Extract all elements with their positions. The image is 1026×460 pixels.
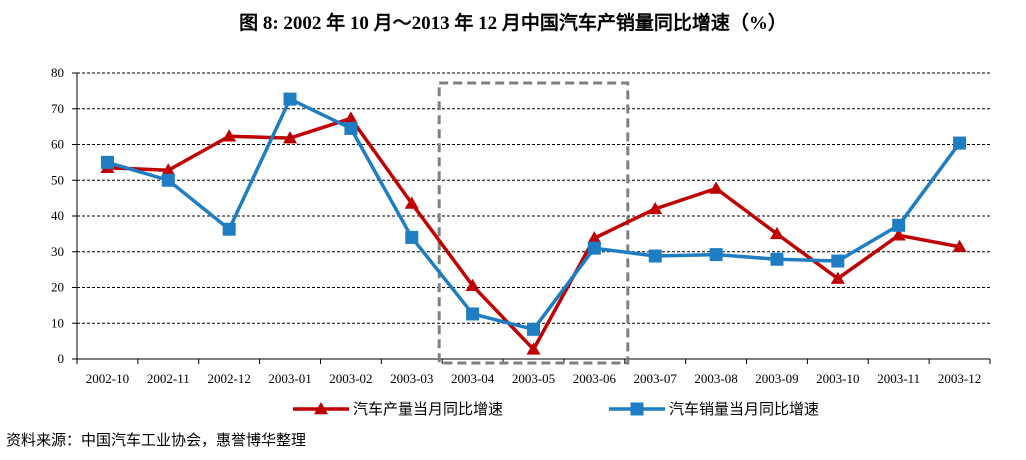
series-1: [100, 111, 967, 355]
x-tick-label: 2002-12: [207, 371, 250, 386]
x-tick-label: 2003-02: [329, 371, 372, 386]
data-point: [952, 239, 967, 252]
data-point: [222, 222, 236, 236]
data-point: [648, 249, 662, 263]
x-tick-label: 2003-01: [268, 371, 311, 386]
y-tick-label: 60: [51, 137, 64, 152]
x-tick-label: 2002-10: [86, 371, 129, 386]
data-point: [891, 228, 906, 241]
data-point: [527, 322, 540, 336]
data-point: [283, 131, 298, 144]
highlight-dashed-box: [437, 81, 630, 365]
data-point: [161, 163, 176, 176]
data-point: [283, 92, 297, 106]
data-point: [222, 129, 237, 142]
y-tick-label: 80: [51, 65, 64, 80]
axes: 0 10 20 30 40 50 60 70 80 2002-10 2002-11 2002-12 20…: [51, 65, 991, 386]
x-tick-label: 2003-12: [938, 371, 981, 386]
x-tick-label: 2003-09: [755, 371, 798, 386]
y-tick-label: 50: [51, 172, 64, 187]
source-note: 资料来源：中国汽车工业协会，惠誉博华整理: [6, 433, 307, 449]
data-point: [770, 252, 784, 266]
x-tick-label: 2003-03: [390, 371, 433, 386]
x-tick-label: 2003-06: [573, 371, 617, 386]
series-line: [106, 97, 961, 332]
y-tick-label: 30: [51, 244, 64, 259]
legend: 汽车产量当月同比增速 汽车销量当月同比增速: [293, 401, 819, 418]
legend-item-2: 汽车销量当月同比增速: [609, 401, 819, 418]
x-tick-label: 2003-07: [634, 371, 678, 386]
data-point: [892, 218, 906, 232]
x-tick-label: 2003-10: [816, 371, 859, 386]
data-point: [587, 231, 602, 244]
data-point: [709, 181, 724, 194]
chart-title: 图 8: 2002 年 10 月～2013 年 12 月中国汽车产销量同比增速（…: [239, 13, 787, 34]
data-point: [526, 342, 541, 355]
gridlines: [77, 72, 990, 324]
series-lines: [100, 92, 967, 355]
y-tick-label: 0: [58, 351, 65, 366]
x-tick-label: 2003-05: [512, 371, 555, 386]
series-2: [100, 92, 967, 336]
data-point: [404, 196, 419, 209]
data-point: [831, 254, 845, 268]
y-tick-label: 10: [51, 315, 64, 330]
x-tick-label: 2003-08: [694, 371, 737, 386]
legend-label: 汽车销量当月同比增速: [669, 401, 819, 418]
y-tick-label: 20: [51, 280, 64, 295]
data-point: [953, 136, 967, 150]
triangle-marker-icon: [314, 402, 328, 415]
data-point: [405, 230, 419, 244]
data-point: [830, 271, 845, 284]
x-tick-label: 2003-11: [877, 371, 920, 386]
square-marker-icon: [630, 402, 644, 416]
data-point: [466, 307, 480, 321]
data-point: [161, 173, 175, 187]
legend-item-1: 汽车产量当月同比增速: [293, 401, 503, 418]
highlight-box: [437, 81, 630, 365]
y-tick-label: 40: [51, 208, 64, 223]
data-point: [648, 201, 663, 215]
data-point: [587, 241, 601, 255]
data-point: [100, 155, 114, 169]
legend-label: 汽车产量当月同比增速: [353, 401, 503, 418]
data-point: [344, 121, 358, 135]
x-tick-label: 2003-04: [451, 371, 495, 386]
data-point: [709, 248, 723, 262]
y-tick-label: 70: [51, 101, 64, 116]
data-point: [769, 226, 784, 240]
data-point: [343, 111, 358, 124]
data-point: [465, 278, 480, 291]
x-tick-label: 2002-11: [147, 371, 190, 386]
